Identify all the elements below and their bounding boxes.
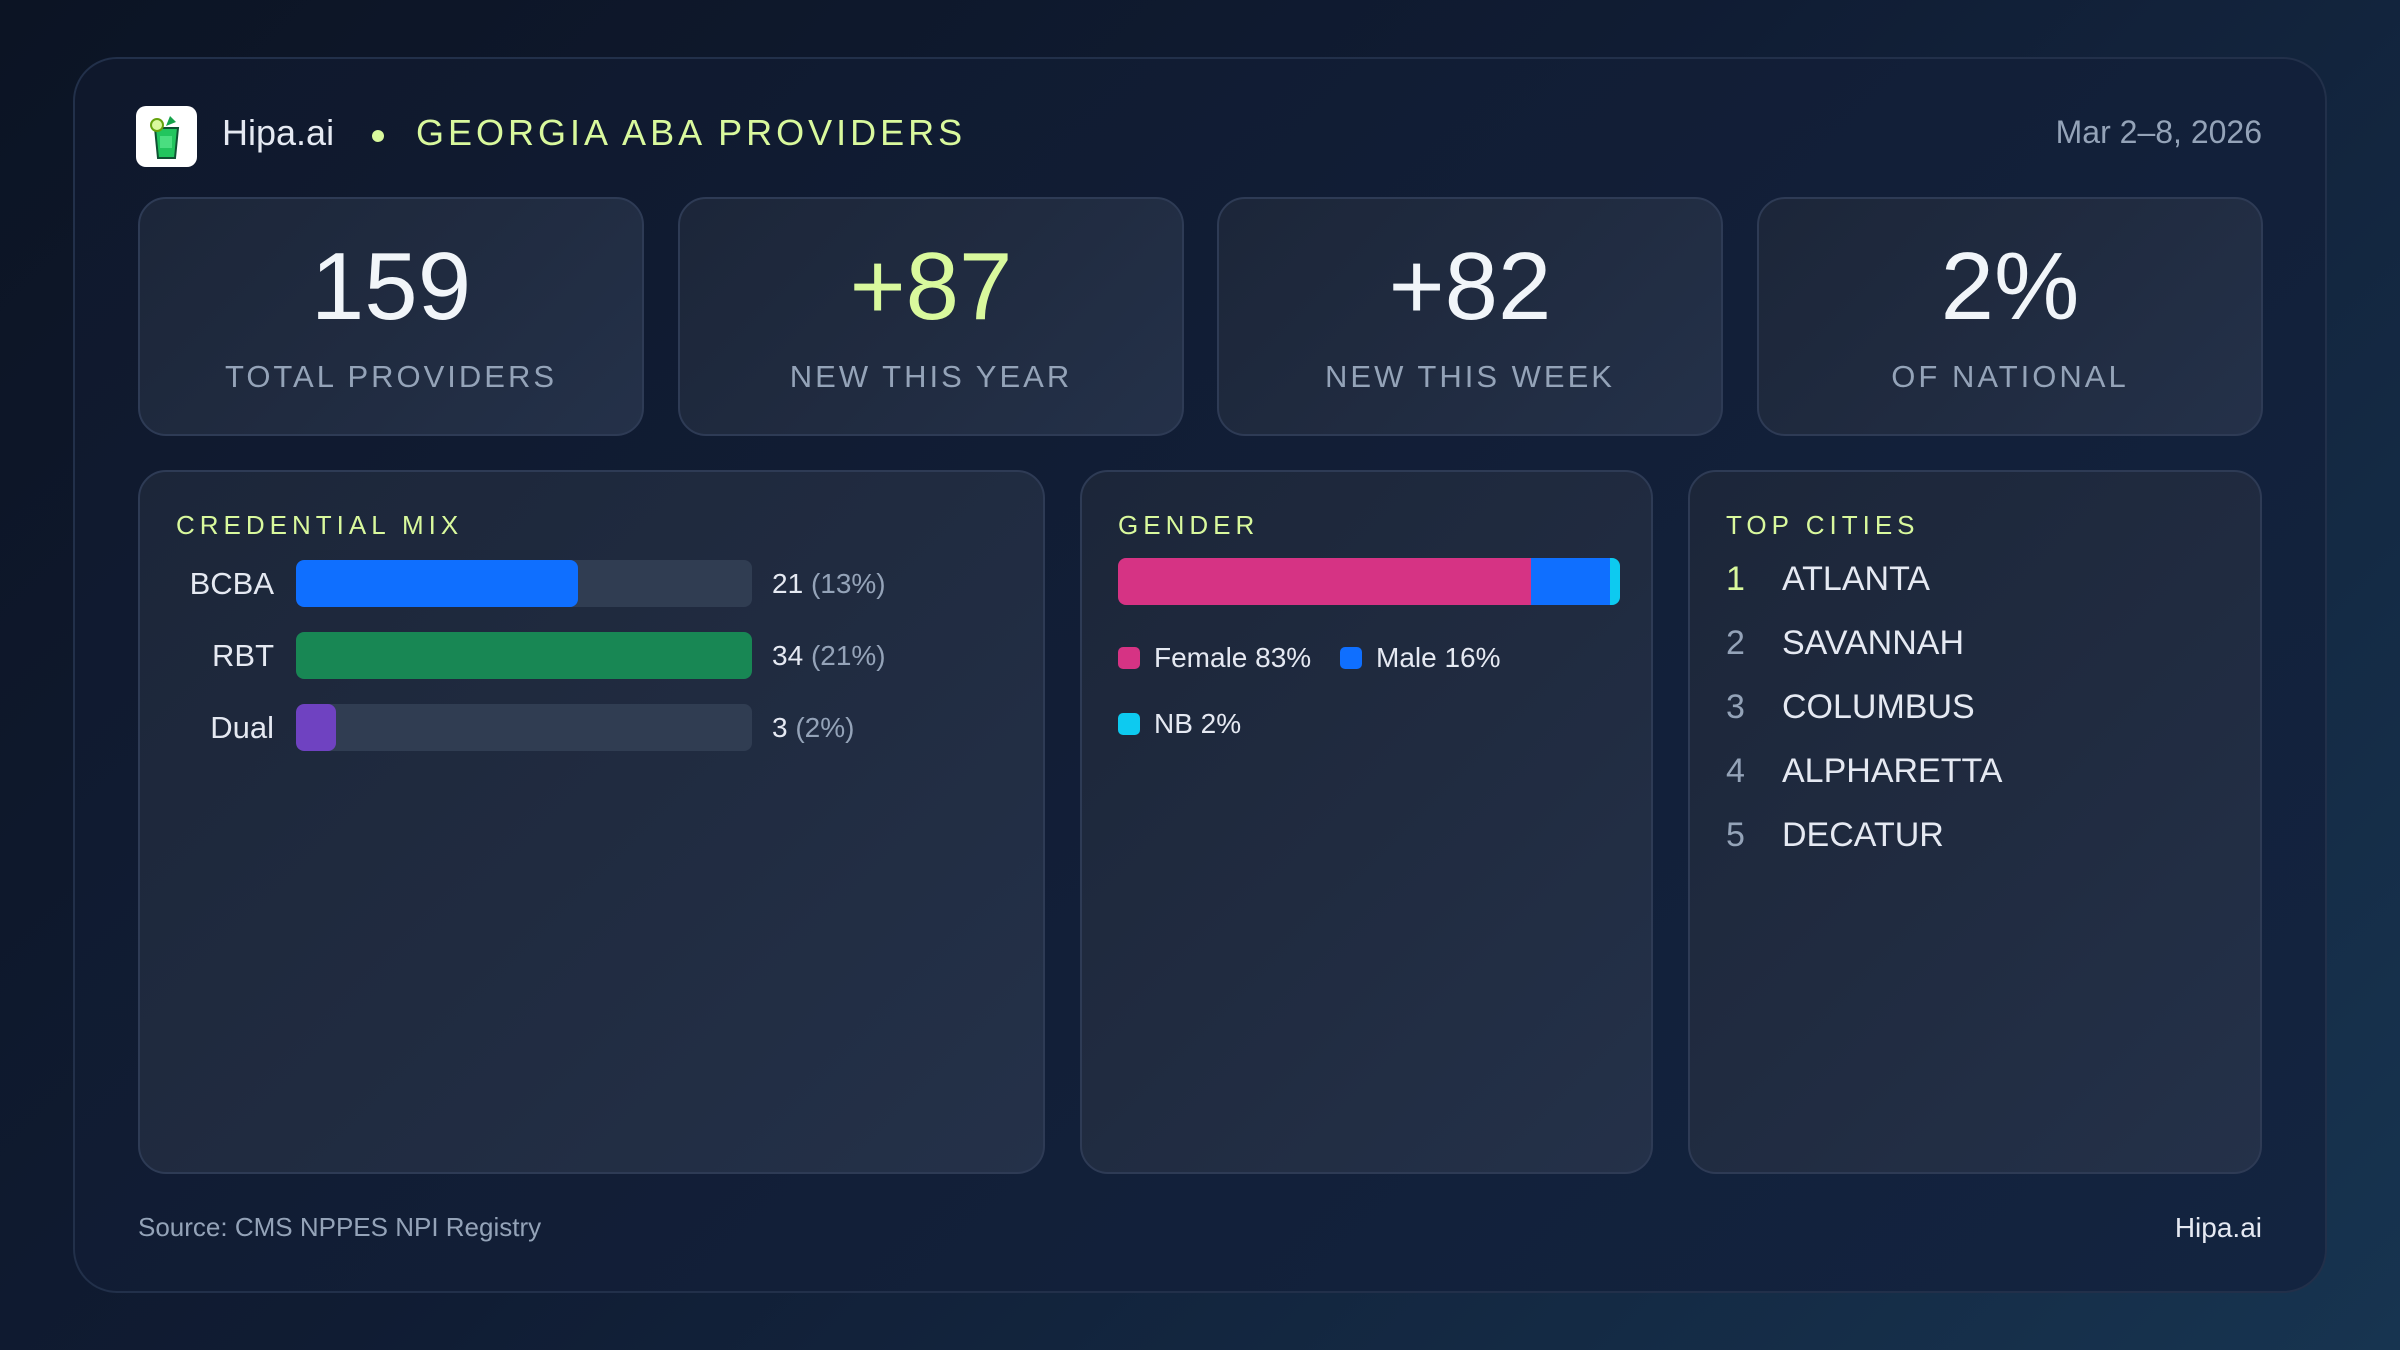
city-item: 2 SAVANNAH — [1726, 624, 1964, 663]
gender-segment — [1530, 558, 1611, 605]
panel-title: CREDENTIAL MIX — [176, 510, 464, 540]
separator-dot — [372, 130, 384, 142]
credential-label: Dual — [210, 710, 274, 745]
credential-percent: (2%) — [795, 712, 855, 743]
kpi-label: OF NATIONAL — [1891, 359, 2129, 394]
hipa-logo — [136, 106, 197, 167]
legend-item: NB 2% — [1118, 708, 1241, 740]
kpi-of-national: 2% OF NATIONAL — [1757, 197, 2263, 436]
legend-label: Male 16% — [1376, 642, 1501, 673]
city-rank: 2 — [1726, 624, 1745, 662]
brand-name: Hipa.ai — [222, 112, 335, 153]
city-name: SAVANNAH — [1782, 624, 1965, 662]
page-title: GEORGIA ABA PROVIDERS — [416, 112, 967, 153]
kpi-total-providers: 159 TOTAL PROVIDERS — [138, 197, 644, 436]
city-rank: 1 — [1726, 560, 1745, 598]
panel-title: TOP CITIES — [1726, 510, 1920, 540]
kpi-value: 159 — [310, 233, 472, 340]
kpi-new-this-year: +87 NEW THIS YEAR — [678, 197, 1184, 436]
credential-label: RBT — [212, 638, 274, 673]
kpi-new-this-week: +82 NEW THIS WEEK — [1217, 197, 1723, 436]
city-name: DECATUR — [1782, 816, 1944, 854]
credential-label: BCBA — [189, 566, 274, 601]
legend-label: NB 2% — [1154, 708, 1242, 739]
legend-swatch — [1118, 713, 1140, 735]
credential-row: Dual 3 (2%) — [140, 704, 1043, 751]
credential-count: 3 — [772, 712, 788, 743]
credential-bar-track — [296, 632, 752, 679]
city-item: 1 ATLANTA — [1726, 560, 1930, 599]
credential-count: 34 — [772, 640, 804, 671]
gender-segment — [1118, 558, 1531, 605]
credential-value: 3 (2%) — [772, 704, 854, 751]
source-note: Source: CMS NPPES NPI Registry — [138, 1212, 542, 1242]
credential-row: RBT 34 (21%) — [140, 632, 1043, 679]
legend-item: Male 16% — [1340, 642, 1501, 674]
credential-bar — [296, 704, 337, 751]
city-name: ATLANTA — [1782, 560, 1930, 598]
kpi-value: +87 — [849, 233, 1013, 340]
credential-bar — [296, 560, 578, 607]
legend-swatch — [1118, 647, 1140, 669]
city-rank: 5 — [1726, 816, 1745, 854]
top-cities-panel: TOP CITIES 1 ATLANTA 2 SAVANNAH 3 COLUMBUS 4 AL… — [1688, 470, 2262, 1174]
kpi-value: 2% — [1940, 233, 2080, 340]
city-item: 5 DECATUR — [1726, 816, 1944, 855]
credential-bar-track — [296, 560, 752, 607]
legend-swatch — [1340, 647, 1362, 669]
panel-title: GENDER — [1118, 510, 1260, 540]
city-name: ALPHARETTA — [1782, 752, 2003, 790]
gender-stacked-bar — [1118, 558, 1620, 605]
gender-segment — [1610, 558, 1620, 605]
kpi-value: +82 — [1388, 233, 1552, 340]
legend-item: Female 83% — [1118, 642, 1311, 674]
credential-percent: (13%) — [810, 568, 886, 599]
credential-value: 21 (13%) — [772, 560, 886, 607]
city-rank: 4 — [1726, 752, 1745, 790]
date-range: Mar 2–8, 2026 — [2055, 114, 2262, 150]
credential-row: BCBA 21 (13%) — [140, 560, 1043, 607]
credential-bar-track — [296, 704, 752, 751]
kpi-label: NEW THIS WEEK — [1325, 359, 1615, 394]
footer-brand: Hipa.ai — [2174, 1212, 2262, 1243]
kpi-label: TOTAL PROVIDERS — [224, 359, 558, 394]
credential-percent: (21%) — [810, 640, 886, 671]
city-rank: 3 — [1726, 688, 1745, 726]
credential-count: 21 — [772, 568, 804, 599]
kpi-label: NEW THIS YEAR — [789, 359, 1073, 394]
credential-value: 34 (21%) — [772, 632, 886, 679]
city-item: 3 COLUMBUS — [1726, 688, 1975, 727]
gender-panel: GENDER Female 83% Male 16% NB 2% — [1080, 470, 1653, 1174]
credential-bar — [296, 632, 752, 679]
legend-label: Female 83% — [1154, 642, 1312, 673]
city-item: 4 ALPHARETTA — [1726, 752, 2002, 791]
city-name: COLUMBUS — [1782, 688, 1975, 726]
credential-mix-panel: CREDENTIAL MIX BCBA 21 (13%) RBT 34 (21%) Du… — [138, 470, 1045, 1174]
